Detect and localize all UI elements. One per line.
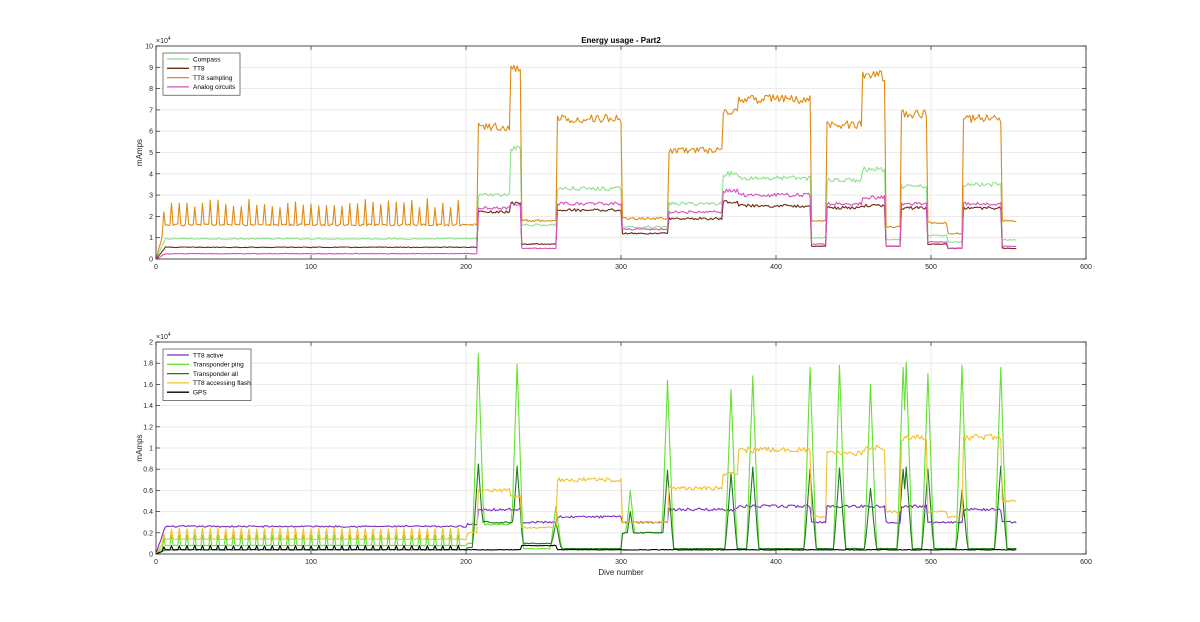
y-tick-label: 0.6 bbox=[143, 488, 153, 495]
y-tick-label: 8 bbox=[149, 86, 153, 93]
y-tick-label: 0 bbox=[149, 552, 153, 559]
y-tick-label: 2 bbox=[149, 214, 153, 221]
series-line-gps bbox=[156, 544, 1017, 554]
axes-frame bbox=[155, 341, 1087, 555]
y-tick-label: 4 bbox=[149, 171, 153, 178]
y-tick-label: 1.4 bbox=[143, 403, 153, 410]
legend: TT8 active Transponder ping Transponder al… bbox=[162, 348, 252, 401]
series-line-tt8 bbox=[156, 199, 1017, 259]
legend-label-tt8-accessing-flash: TT8 accessing flash bbox=[193, 380, 251, 387]
y-tick-label: 6 bbox=[149, 129, 153, 136]
y-tick-label: 0.2 bbox=[143, 530, 153, 537]
y-tick-label: 0 bbox=[149, 257, 153, 264]
energy-usage-bottom-panel: 0 100 200 300 400 500 600 0 0.2 0.4 0.6 0.8 1 1.2 1.4 1… bbox=[135, 332, 1092, 577]
y-exponent-label: ×104 bbox=[156, 332, 171, 341]
legend-label-transponder-ping: Transponder ping bbox=[193, 362, 244, 369]
legend-label-tt8-sampling: TT8 sampling bbox=[193, 75, 233, 82]
x-tick-label: 100 bbox=[305, 559, 317, 566]
y-tick-label: 9 bbox=[149, 65, 153, 72]
series-lines bbox=[156, 353, 1017, 554]
y-exponent-label: ×104 bbox=[156, 36, 171, 45]
x-tick-label: 400 bbox=[770, 264, 782, 271]
y-tick-label: 1.2 bbox=[143, 424, 153, 431]
y-tick-label: 0.8 bbox=[143, 467, 153, 474]
y-tick-label: 1.8 bbox=[143, 361, 153, 368]
y-tick-label: 5 bbox=[149, 150, 153, 157]
x-tick-label: 500 bbox=[925, 559, 937, 566]
y-tick-label: 7 bbox=[149, 107, 153, 114]
legend-label-analog-circuits: Analog circuits bbox=[193, 84, 236, 91]
series-line-tt8-sampling bbox=[156, 64, 1017, 259]
x-tick-label: 300 bbox=[615, 559, 627, 566]
series-lines bbox=[156, 64, 1017, 259]
x-tick-label: 200 bbox=[460, 264, 472, 271]
legend-label-compass: Compass bbox=[193, 56, 221, 63]
x-tick-label: 100 bbox=[305, 264, 317, 271]
legend-label-tt8-active: TT8 active bbox=[193, 352, 224, 359]
series-line-tt8-accessing-flash bbox=[156, 433, 1017, 554]
x-tick-label: 0 bbox=[154, 264, 158, 271]
axes-frame bbox=[155, 45, 1087, 260]
x-tick-label: 600 bbox=[1080, 559, 1092, 566]
x-tick-label: 500 bbox=[925, 264, 937, 271]
chart-title: Energy usage - Part2 bbox=[581, 36, 661, 45]
x-tick-label: 300 bbox=[615, 264, 627, 271]
y-tick-label: 1 bbox=[149, 235, 153, 242]
x-tick-label: 0 bbox=[154, 559, 158, 566]
legend-label-transponder-all: Transponder all bbox=[193, 371, 238, 378]
legend: Compass TT8 TT8 sampling Analog circuits bbox=[162, 52, 241, 96]
y-exponent-power: 4 bbox=[168, 36, 171, 42]
x-axis-label: Dive number bbox=[598, 568, 644, 577]
y-tick-label: 2 bbox=[149, 340, 153, 347]
y-tick-label: 10 bbox=[145, 44, 153, 51]
y-axis-label: mAmps bbox=[135, 434, 144, 461]
series-line-analog-circuits bbox=[156, 188, 1017, 259]
x-tick-label: 400 bbox=[770, 559, 782, 566]
x-tick-label: 200 bbox=[460, 559, 472, 566]
y-tick-label: 3 bbox=[149, 193, 153, 200]
x-tick-label: 600 bbox=[1080, 264, 1092, 271]
legend-label-tt8: TT8 bbox=[193, 66, 205, 73]
y-tick-label: 1.6 bbox=[143, 382, 153, 389]
energy-usage-top-panel: 0 100 200 300 400 500 600 0 1 2 3 4 5 6 7 8 9 10×104 Energ… bbox=[135, 36, 1092, 271]
legend-box bbox=[162, 52, 241, 96]
series-line-compass bbox=[156, 145, 1017, 259]
legend-label-gps: GPS bbox=[193, 390, 207, 397]
y-tick-label: 1 bbox=[149, 446, 153, 453]
y-tick-label: 0.4 bbox=[143, 509, 153, 516]
y-exponent-power: 4 bbox=[168, 332, 171, 338]
y-axis-label: mAmps bbox=[135, 139, 144, 166]
